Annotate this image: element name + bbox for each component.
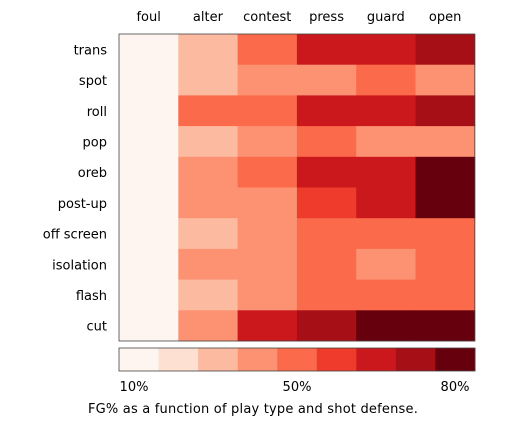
heatmap-cell — [178, 310, 238, 342]
heatmap-cell — [178, 218, 238, 250]
heatmap-cell — [178, 34, 238, 66]
row-label: isolation — [52, 258, 107, 273]
colorbar-tick-label: 50% — [283, 380, 312, 395]
heatmap-cell — [178, 156, 238, 188]
heatmap-cell — [356, 218, 416, 250]
heatmap-cell — [119, 156, 179, 188]
heatmap-cell — [178, 187, 238, 219]
heatmap-cell — [296, 64, 357, 96]
row-label: spot — [79, 74, 107, 89]
colorbar-swatch — [316, 348, 357, 371]
heatmap-cell — [356, 95, 416, 127]
heatmap-cell — [415, 310, 476, 342]
heatmap-cell — [119, 34, 179, 66]
heatmap-cell — [356, 187, 416, 219]
heatmap-cell — [356, 64, 416, 96]
colorbar-swatch — [435, 348, 476, 371]
heatmap-cell — [415, 126, 476, 158]
column-label: guard — [367, 10, 405, 25]
heatmap-cell — [178, 279, 238, 311]
heatmap-border — [118, 33, 476, 342]
heatmap-cell — [356, 34, 416, 66]
row-label: roll — [87, 105, 107, 120]
row-label: flash — [76, 289, 107, 304]
row-label: pop — [83, 135, 107, 150]
heatmap-cell — [237, 248, 298, 280]
row-labels: trans spot roll pop oreb post-up off screen iso… — [43, 43, 107, 334]
heatmap-cell — [415, 95, 476, 127]
heatmap-cell — [415, 279, 476, 311]
colorbar-swatch — [277, 348, 318, 371]
row-label: trans — [74, 43, 108, 58]
row-label: off screen — [43, 228, 107, 243]
heatmap-cell — [119, 248, 179, 280]
heatmap-cell — [296, 248, 357, 280]
column-labels: foul alter contest press guard open — [136, 10, 461, 25]
column-label: alter — [193, 10, 224, 25]
heatmap-cell — [119, 218, 179, 250]
colorbar-ticks: 10% 50% 80% — [120, 380, 470, 395]
heatmap-cell — [237, 218, 298, 250]
heatmap-cell — [415, 248, 476, 280]
column-label: foul — [136, 10, 160, 25]
colorbar-swatch — [237, 348, 278, 371]
column-label: press — [309, 10, 344, 25]
heatmap-cell — [237, 126, 298, 158]
column-label: contest — [243, 10, 291, 25]
heatmap-cell — [178, 248, 238, 280]
heatmap-cell — [237, 156, 298, 188]
heatmap-cell — [237, 187, 298, 219]
heatmap-cell — [415, 218, 476, 250]
heatmap-cell — [296, 187, 357, 219]
colorbar-swatch — [119, 348, 159, 371]
row-label: post-up — [58, 197, 107, 212]
heatmap-cell — [296, 310, 357, 342]
heatmap-cell — [415, 156, 476, 188]
heatmap-cell — [119, 310, 179, 342]
heatmap-cell — [178, 64, 238, 96]
column-label: open — [429, 10, 461, 25]
colorbar-swatch — [158, 348, 199, 371]
heatmap-cell — [296, 126, 357, 158]
colorbar — [118, 347, 476, 372]
heatmap-cell — [296, 218, 357, 250]
heatmap-cell — [119, 279, 179, 311]
heatmap-cell — [296, 34, 357, 66]
heatmap-cell — [356, 156, 416, 188]
heatmap-cell — [296, 95, 357, 127]
heatmap-cell — [119, 187, 179, 219]
heatmap-cell — [237, 310, 298, 342]
heatmap-cell — [178, 95, 238, 127]
heatmap-cell — [119, 64, 179, 96]
heatmap-cell — [356, 248, 416, 280]
heatmap-cell — [237, 279, 298, 311]
heatmap-cell — [415, 187, 476, 219]
colorbar-border — [118, 347, 476, 372]
heatmap-cell — [296, 279, 357, 311]
heatmap-cell — [237, 95, 298, 127]
heatmap-cell — [237, 64, 298, 96]
colorbar-tick-label: 10% — [120, 380, 149, 395]
heatmap-cell — [356, 310, 416, 342]
colorbar-swatch — [198, 348, 239, 371]
chart-caption: FG% as a function of play type and shot … — [87, 402, 419, 417]
heatmap-cell — [119, 126, 179, 158]
row-label: oreb — [78, 166, 107, 181]
heatmap-cells — [118, 33, 476, 342]
colorbar-swatch — [395, 348, 436, 371]
heatmap-cell — [237, 34, 298, 66]
colorbar-swatch — [356, 348, 397, 371]
heatmap-cell — [356, 279, 416, 311]
heatmap-cell — [415, 64, 476, 96]
heatmap-cell — [178, 126, 238, 158]
heatmap-cell — [119, 95, 179, 127]
row-label: cut — [87, 320, 107, 335]
heatmap-cell — [356, 126, 416, 158]
heatmap-cell — [415, 34, 476, 66]
colorbar-tick-label: 80% — [441, 380, 470, 395]
heatmap-cell — [296, 156, 357, 188]
